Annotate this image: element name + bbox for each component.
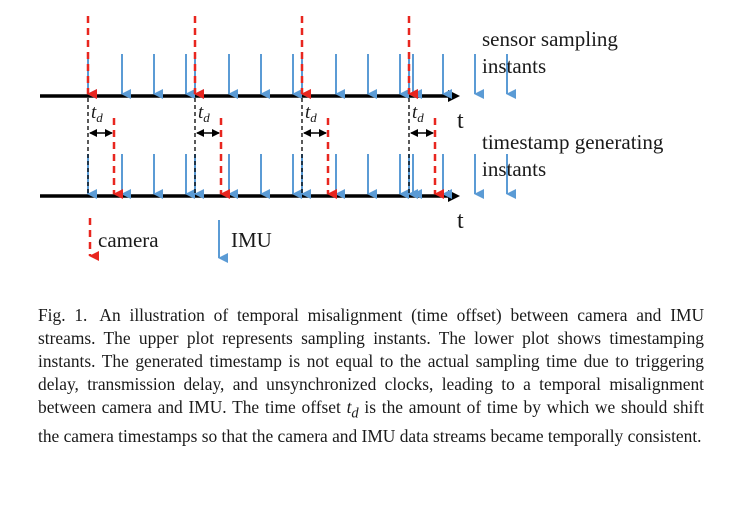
time-offset-label: td [91,102,103,125]
upper-axis-t-label: t [457,108,464,134]
legend-imu-label: IMU [231,228,272,252]
lower-line-label-1: timestamp generating [482,130,664,154]
time-offset-label: td [412,102,424,125]
time-offset-diagram: td td td td sensor sampling instants timest… [40,16,664,263]
lower-axis-t-label: t [457,208,464,234]
figure-caption: Fig. 1. An illustration of temporal misal… [38,304,704,448]
time-offset-label: td [305,102,317,125]
upper-axis-arrowhead [448,90,460,102]
caption-offset-subscript: d [351,405,359,422]
upper-line-label-2: instants [482,54,546,78]
caption-offset-symbol: t [346,397,352,417]
caption-text-part1: An illustration of temporal misalignment… [38,305,705,417]
time-offset-label: td [198,102,210,125]
figure-number: Fig. 1. [38,305,88,325]
caption-text-part2: is the amount of time by which we should… [38,397,705,447]
upper-line-label-1: sensor sampling [482,27,618,51]
lower-line-label-2: instants [482,157,546,181]
lower-axis-arrowhead [448,190,460,202]
legend-camera-label: camera [98,228,159,252]
